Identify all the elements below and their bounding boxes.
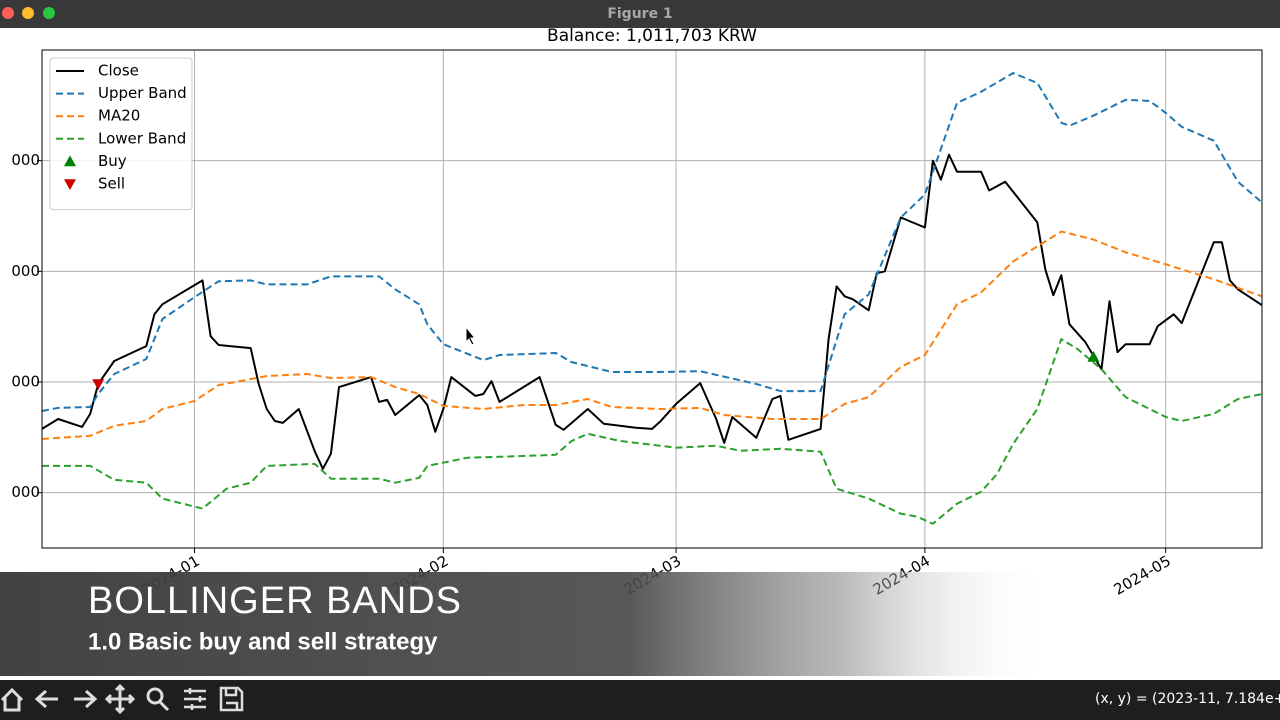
axes-frame [41,49,1263,549]
zoom-tool-handle [158,700,170,712]
legend-swatch [64,155,76,167]
y-tick-label: 000 [11,483,40,501]
configure-button[interactable] [184,688,206,710]
status-text: (x, y) = (2023-11, 7.184e+04 [1095,691,1280,707]
pan-button[interactable] [104,683,136,715]
toolbar: (x, y) = (2023-11, 7.184e+04 [0,680,1280,720]
zoom-button[interactable] [43,7,55,19]
banner: BOLLINGER BANDS 1.0 Basic buy and sell s… [0,572,1050,676]
legend-label: Upper Band [98,84,187,102]
legend-label: Sell [98,175,125,193]
legend-label: Close [98,62,139,80]
series-line [42,338,1263,525]
legend-label: Lower Band [98,129,186,147]
title-bar: Figure 1 [0,0,1280,28]
home-button[interactable] [0,687,24,712]
close-button[interactable] [2,7,14,19]
zoom-tool-button[interactable] [146,687,164,705]
series-line [41,153,1263,470]
series-line [41,230,1263,440]
legend-swatch [64,179,76,190]
legend-box [49,57,193,211]
banner-background [0,572,1050,676]
title-bar-background [0,0,1280,28]
trade-marker [1087,350,1100,362]
y-tick-label: 000 [11,373,40,391]
trade-marker [92,379,105,390]
toolbar-background [0,680,1280,720]
mouse-cursor [465,325,477,346]
minimize-button[interactable] [22,7,34,19]
banner-subtitle: 1.0 Basic buy and sell strategy [88,628,438,655]
window-title: Figure 1 [607,6,672,22]
y-tick-label: 000 [11,262,40,280]
legend-label: Buy [98,152,127,170]
forward-button[interactable] [74,689,98,709]
back-button[interactable] [34,689,58,709]
series-line [41,72,1263,412]
banner-title: BOLLINGER BANDS [88,580,462,622]
chart-title: Balance: 1,011,703 KRW [547,26,757,46]
y-tick-label: 000 [11,151,40,169]
legend-label: MA20 [98,107,140,125]
save-button[interactable] [219,686,244,712]
